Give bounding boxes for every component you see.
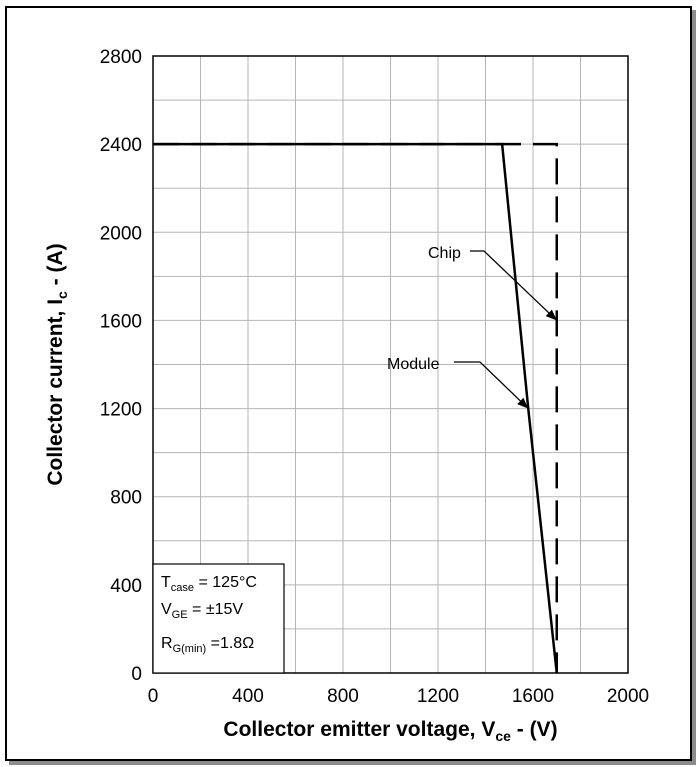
x-tick-label: 400 — [232, 686, 264, 707]
y-tick-label: 1200 — [100, 400, 142, 421]
annotation-module-leader — [454, 361, 529, 410]
x-tick-label: 1600 — [512, 686, 554, 707]
annotations: Chip Module — [387, 245, 558, 410]
series-chip-line — [153, 142, 558, 673]
condition-temperature: Tcase = 125°C — [161, 574, 257, 594]
y-tick-label: 0 — [131, 664, 142, 685]
x-tick-label: 800 — [327, 686, 359, 707]
annotation-chip-label: Chip — [428, 245, 461, 262]
annotation-chip-arrowhead — [545, 309, 557, 321]
tick-labels: 0 400 800 1200 1600 2000 0 400 800 1200 1600 2000 24… — [100, 47, 649, 707]
x-tick-label: 0 — [148, 686, 159, 707]
y-tick-label: 1600 — [100, 311, 142, 332]
annotation-module-arrowhead — [517, 397, 529, 409]
condition-gate-resistance: RG(min) =1.8Ω — [161, 635, 254, 655]
annotation-module-label: Module — [387, 356, 440, 373]
y-tick-label: 2400 — [100, 135, 142, 156]
x-tick-label: 2000 — [607, 686, 649, 707]
condition-gate-voltage: VGE = ±15V — [161, 601, 243, 621]
y-tick-label: 2800 — [100, 47, 142, 68]
x-tick-label: 1200 — [417, 686, 459, 707]
series-layer — [153, 142, 558, 674]
y-tick-label: 800 — [110, 488, 142, 509]
conditions-box: Tcase = 125°C VGE = ±15V RG(min) =1.8Ω — [152, 563, 285, 674]
y-axis-label: Collector current, Ic - (A) — [44, 243, 70, 485]
plot-area-border — [152, 55, 629, 674]
figure-frame — [5, 6, 692, 761]
x-axis-label: Collector emitter voltage, Vce - (V) — [223, 718, 557, 744]
y-tick-label: 2000 — [100, 223, 142, 244]
conditions-box-border — [152, 563, 285, 674]
y-tick-label: 400 — [110, 576, 142, 597]
annotation-chip-leader — [470, 250, 558, 321]
